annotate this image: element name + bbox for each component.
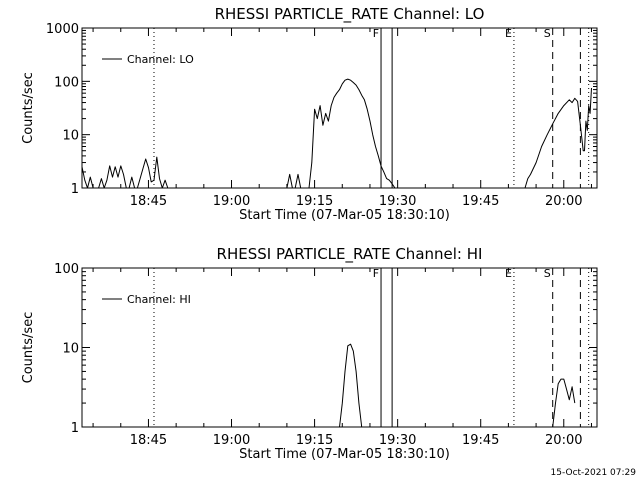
y-tick-label: 1 xyxy=(71,182,79,197)
y-axis-label: Counts/sec xyxy=(21,72,36,144)
event-marker-label: E xyxy=(505,27,512,40)
x-tick-label: 19:30 xyxy=(379,433,416,448)
chart-title: RHESSI PARTICLE_RATE Channel: LO xyxy=(215,5,485,24)
x-tick-label: 19:00 xyxy=(213,194,250,209)
data-series-line xyxy=(339,343,576,428)
x-tick-label: 19:00 xyxy=(213,433,250,448)
x-axis-label: Start Time (07-Mar-05 18:30:10) xyxy=(239,447,450,462)
x-tick-label: 18:45 xyxy=(130,433,167,448)
event-marker-label: F xyxy=(373,27,379,40)
x-tick-label: 19:30 xyxy=(379,194,416,209)
x-axis-label: Start Time (07-Mar-05 18:30:10) xyxy=(239,208,450,223)
x-tick-label: 20:00 xyxy=(545,433,582,448)
x-tick-label: 20:00 xyxy=(545,194,582,209)
y-tick-label: 10 xyxy=(62,129,79,144)
x-tick-label: 19:15 xyxy=(296,194,333,209)
y-tick-label: 100 xyxy=(54,262,79,277)
x-tick-label: 18:45 xyxy=(130,194,167,209)
legend-label: Channel: LO xyxy=(127,53,194,66)
y-tick-label: 100 xyxy=(54,75,79,90)
x-tick-label: 19:15 xyxy=(296,433,333,448)
event-marker-label: S xyxy=(544,267,551,280)
y-tick-label: 1000 xyxy=(46,22,79,37)
data-series-line xyxy=(81,78,592,189)
event-marker-label: F xyxy=(373,267,379,280)
panel-hi: RHESSI PARTICLE_RATE Channel: HI 1 10 100 18… xyxy=(21,245,598,462)
chart-title: RHESSI PARTICLE_RATE Channel: HI xyxy=(217,245,483,264)
y-tick-label: 10 xyxy=(62,342,79,357)
panel-lo: RHESSI PARTICLE_RATE Channel: LO 1 10 100 10… xyxy=(21,5,598,223)
legend-label: Channel: HI xyxy=(127,293,191,306)
event-marker-label: E xyxy=(505,267,512,280)
event-marker-label: S xyxy=(544,27,551,40)
plot-frame xyxy=(81,267,598,428)
x-tick-label: 19:45 xyxy=(462,194,499,209)
y-tick-label: 1 xyxy=(71,421,79,436)
plot-frame xyxy=(81,27,598,189)
footer-timestamp: 15-Oct-2021 07:29 xyxy=(551,468,637,478)
y-axis-label: Counts/sec xyxy=(21,312,36,384)
x-tick-label: 19:45 xyxy=(462,433,499,448)
